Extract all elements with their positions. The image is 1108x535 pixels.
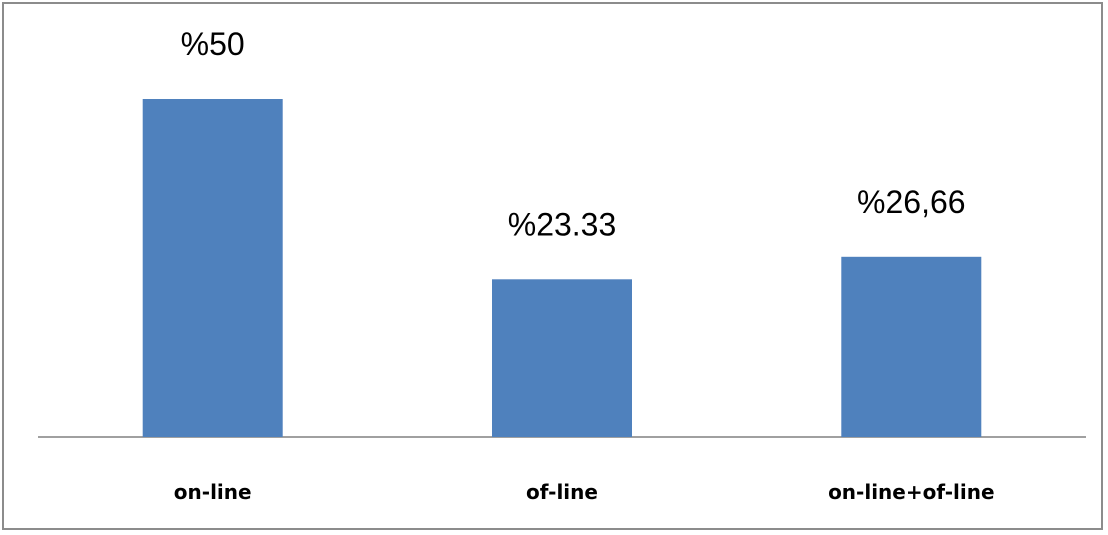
- bars-group: [142, 99, 982, 437]
- data-label: %50: [181, 26, 245, 62]
- data-label: %23.33: [508, 206, 617, 242]
- category-label: on-line+of-line: [828, 480, 994, 504]
- labels-group: %50 on-line %23.33 of-line %26,66 on-line+of-…: [174, 26, 995, 504]
- data-label: %26,66: [857, 184, 966, 220]
- category-label: of-line: [526, 480, 598, 504]
- bar-on-line: [142, 99, 283, 437]
- bar-on-line-of-line: [841, 256, 982, 437]
- category-label: on-line: [174, 480, 252, 504]
- bar-of-line: [492, 279, 632, 437]
